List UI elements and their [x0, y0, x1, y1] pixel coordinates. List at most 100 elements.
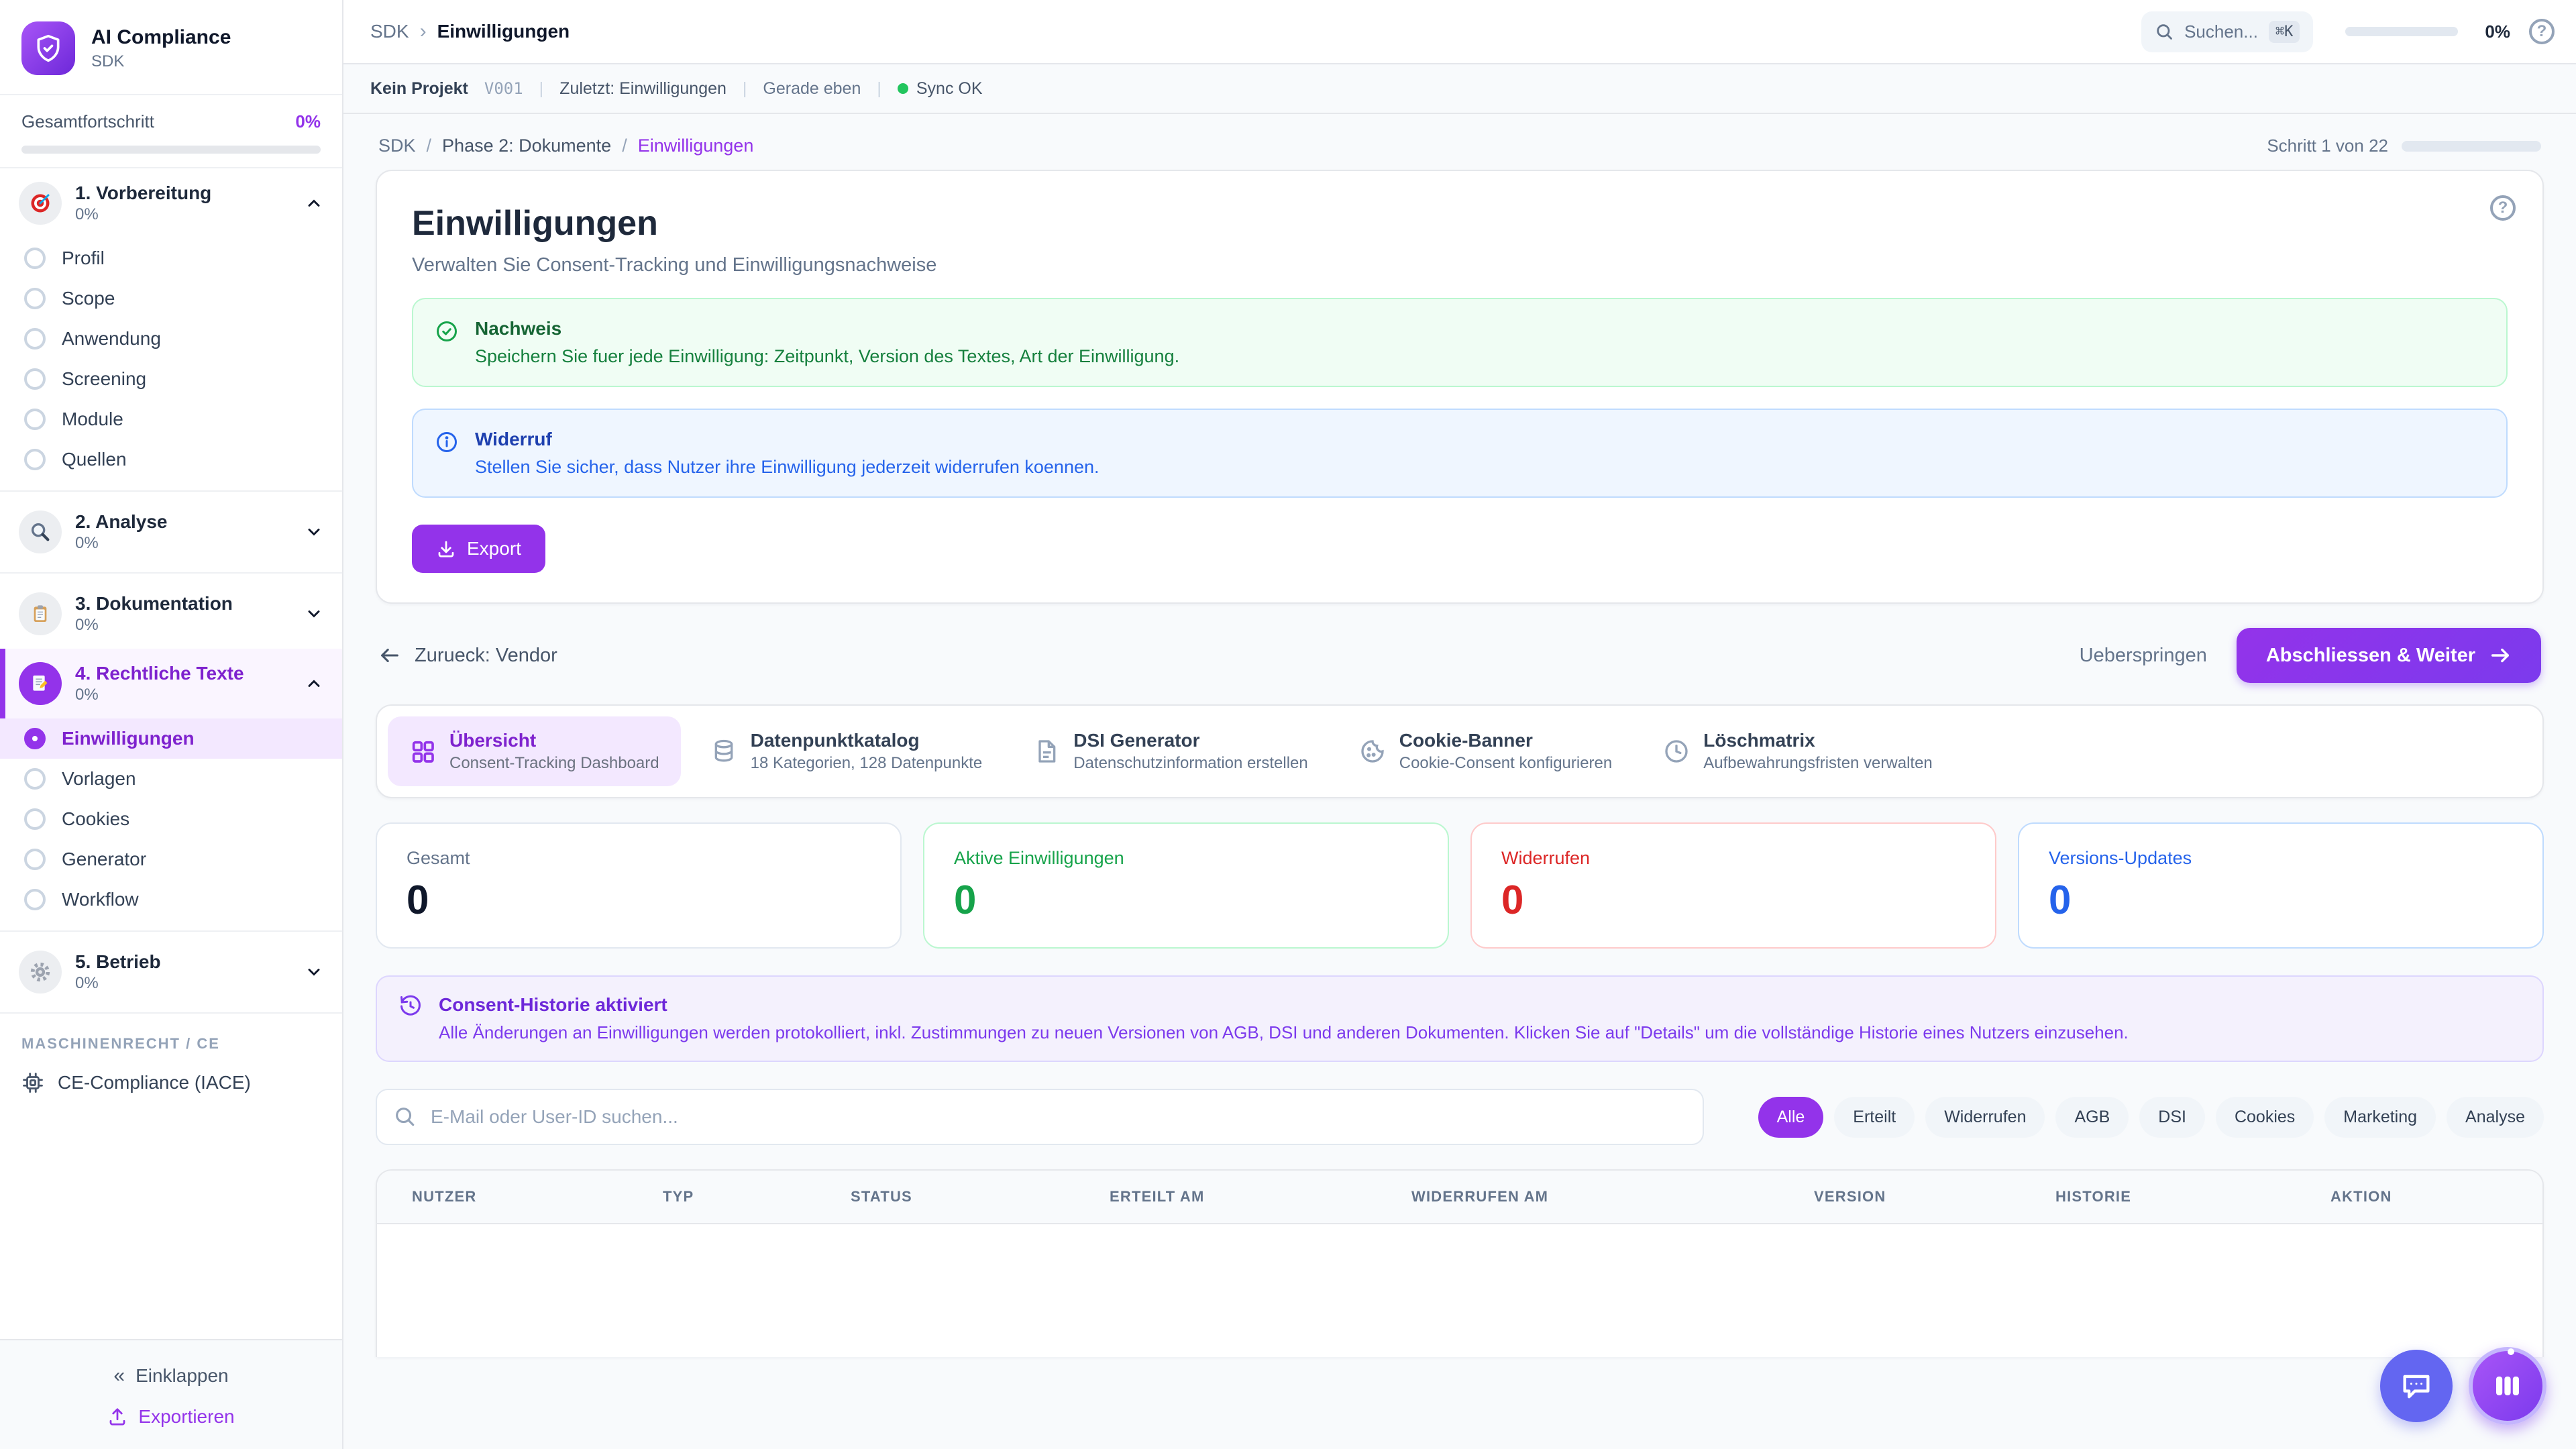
tab-dsi-generator[interactable]: DSI Generator Datenschutzinformation erst…	[1012, 716, 1330, 786]
sidebar-item-quellen[interactable]: Quellen	[0, 439, 342, 480]
export-label: Exportieren	[138, 1406, 235, 1427]
section-label: 4. Rechtliche Texte	[75, 663, 244, 684]
search-icon	[2157, 24, 2172, 40]
upload-icon	[110, 1408, 125, 1426]
topbar-progress-value: 0%	[2485, 21, 2510, 42]
columns-icon	[2496, 1377, 2519, 1395]
chip-marketing[interactable]: Marketing	[2324, 1096, 2436, 1138]
chat-button[interactable]	[2380, 1350, 2453, 1422]
sidebar: AI Compliance SDK Gesamtfortschritt 0% 1…	[0, 0, 343, 1449]
tab-loeschmatrix[interactable]: Löschmatrix Aufbewahrungsfristen verwalte…	[1642, 716, 1954, 786]
stat-versions-updates: Versions-Updates 0	[2018, 822, 2544, 949]
chip-cookies[interactable]: Cookies	[2215, 1096, 2314, 1138]
content-scroll-area[interactable]: SDK / Phase 2: Dokumente / Einwilligunge…	[343, 114, 2576, 1449]
chip-analyse[interactable]: Analyse	[2447, 1096, 2544, 1138]
radio-checked-icon	[24, 728, 46, 749]
tab-datenpunktkatalog[interactable]: Datenpunktkatalog 18 Kategorien, 128 Date…	[689, 716, 1004, 786]
radio-icon	[24, 808, 46, 830]
sidebar-item-anwendung[interactable]: Anwendung	[0, 319, 342, 359]
history-clock-icon	[398, 994, 423, 1043]
collapse-sidebar-button[interactable]: « Einklappen	[0, 1356, 342, 1395]
chip-alle[interactable]: Alle	[1758, 1096, 1824, 1138]
sidebar-export-button[interactable]: Exportieren	[0, 1395, 342, 1430]
chip-erteilt[interactable]: Erteilt	[1834, 1096, 1915, 1138]
alert-body: Speichern Sie fuer jede Einwilligung: Ze…	[475, 346, 1180, 366]
sidebar-item-profil[interactable]: Profil	[0, 238, 342, 278]
sidebar-item-module[interactable]: Module	[0, 399, 342, 439]
sub-tab-bar: Übersicht Consent-Tracking Dashboard Date…	[376, 704, 2544, 798]
divider	[0, 490, 342, 492]
grid-icon	[412, 741, 434, 763]
column-header-nutzer: NUTZER	[412, 1188, 477, 1205]
sidebar-item-ce-compliance[interactable]: CE-Compliance (IACE)	[0, 1061, 342, 1110]
section-percent: 0%	[75, 534, 99, 552]
alert-title: Widerruf	[475, 429, 552, 449]
arrow-left-icon	[381, 648, 398, 663]
divider	[0, 1012, 342, 1014]
skip-button[interactable]: Ueberspringen	[2079, 644, 2207, 666]
radio-icon	[24, 368, 46, 390]
breadcrumb-phase[interactable]: Phase 2: Dokumente	[442, 136, 612, 156]
sync-ok-dot-icon	[897, 83, 908, 94]
page-header-card: ? Einwilligungen Verwalten Sie Consent-T…	[376, 170, 2544, 604]
sidebar-section-dokumentation[interactable]: 3. Dokumentation 0%	[0, 579, 342, 649]
overall-progress-value: 0%	[295, 111, 321, 131]
breadcrumb-sdk[interactable]: SDK	[378, 136, 416, 156]
chevron-down-icon	[308, 610, 320, 618]
stat-widerrufen: Widerrufen 0	[1470, 822, 1996, 949]
divider	[0, 572, 342, 574]
tab-uebersicht[interactable]: Übersicht Consent-Tracking Dashboard	[388, 716, 681, 786]
complete-next-button[interactable]: Abschliessen & Weiter	[2236, 628, 2541, 683]
radio-icon	[24, 288, 46, 309]
radio-icon	[24, 328, 46, 350]
sidebar-item-vorlagen[interactable]: Vorlagen	[0, 759, 342, 799]
sidebar-section-analyse[interactable]: 2. Analyse 0%	[0, 497, 342, 567]
search-icon	[396, 1108, 415, 1126]
sidebar-section-betrieb[interactable]: 5. Betrieb 0%	[0, 937, 342, 1007]
sidebar-section-rechtliche-texte[interactable]: 4. Rechtliche Texte 0%	[0, 649, 342, 718]
divider: |	[742, 78, 747, 98]
tab-cookie-banner[interactable]: Cookie-Banner Cookie-Consent konfiguriere…	[1338, 716, 1634, 786]
global-search-input[interactable]: Suchen... ⌘K	[2141, 11, 2314, 52]
cpu-chip-icon	[23, 1073, 43, 1093]
app-title: AI Compliance	[91, 26, 231, 48]
help-icon[interactable]: ?	[2529, 19, 2555, 44]
gear-icon	[19, 951, 62, 994]
sidebar-item-generator[interactable]: Generator	[0, 839, 342, 879]
breadcrumb-root[interactable]: SDK	[370, 21, 409, 42]
card-help-icon[interactable]: ?	[2490, 195, 2516, 221]
sync-label: Sync OK	[916, 78, 983, 98]
column-header-widerrufen-am: WIDERRUFEN AM	[1411, 1188, 1549, 1205]
info-circle-icon	[435, 430, 459, 478]
alert-title: Nachweis	[475, 318, 562, 339]
panel-toggle-button[interactable]	[2469, 1347, 2546, 1425]
sidebar-item-cookies[interactable]: Cookies	[0, 799, 342, 839]
file-text-icon	[1038, 740, 1056, 763]
topbar: SDK › Einwilligungen Suchen... ⌘K 0% ?	[343, 0, 2576, 64]
export-button[interactable]: Export	[412, 525, 545, 573]
status-bar: Kein Projekt V001 | Zuletzt: Einwilligun…	[343, 64, 2576, 114]
sidebar-item-screening[interactable]: Screening	[0, 359, 342, 399]
chip-dsi[interactable]: DSI	[2139, 1096, 2205, 1138]
sidebar-item-workflow[interactable]: Workflow	[0, 879, 342, 920]
consent-history-banner: Consent-Historie aktiviert Alle Änderung…	[376, 975, 2544, 1062]
target-icon	[19, 182, 62, 225]
breadcrumb-current: Einwilligungen	[437, 21, 570, 42]
overall-progress-label: Gesamtfortschritt	[21, 111, 154, 131]
chip-agb[interactable]: AGB	[2055, 1096, 2129, 1138]
last-visited: Zuletzt: Einwilligungen	[559, 78, 727, 98]
topbar-progress-bar	[2345, 27, 2459, 36]
consents-table: NUTZER TYP STATUS ERTEILT AM WIDERRUFEN …	[376, 1169, 2544, 1357]
user-search-input[interactable]	[376, 1089, 1704, 1145]
radio-icon	[24, 248, 46, 269]
chip-widerrufen[interactable]: Widerrufen	[1925, 1096, 2045, 1138]
column-header-status: STATUS	[851, 1188, 912, 1205]
back-link[interactable]: Zurueck: Vendor	[378, 644, 2080, 667]
sidebar-item-scope[interactable]: Scope	[0, 278, 342, 319]
sidebar-section-vorbereitung[interactable]: 1. Vorbereitung 0%	[0, 168, 342, 238]
sidebar-nav: 1. Vorbereitung 0% Profil Scope Anwendun…	[0, 167, 342, 1339]
shield-check-logo-icon	[21, 21, 75, 75]
alert-body: Stellen Sie sicher, dass Nutzer ihre Ein…	[475, 457, 1099, 477]
sidebar-item-einwilligungen[interactable]: Einwilligungen	[0, 718, 342, 759]
user-search-box	[376, 1089, 1704, 1145]
